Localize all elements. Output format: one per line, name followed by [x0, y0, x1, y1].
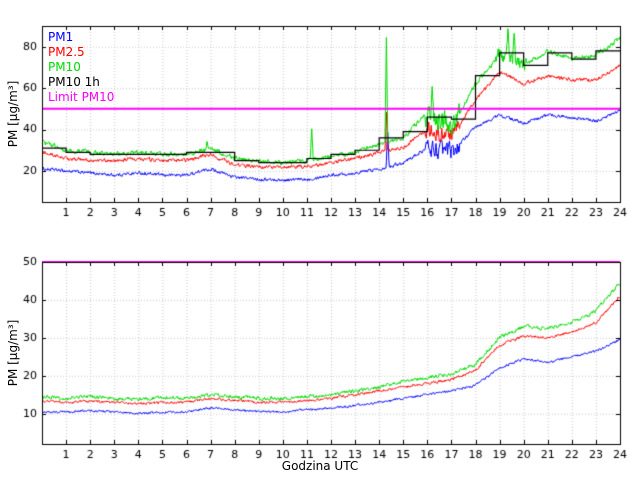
x-axis-label: Godzina UTC [281, 459, 359, 473]
legend-item-pm1: PM1 [48, 30, 74, 44]
legend-item-pm10-1h: PM10 1h [48, 75, 100, 89]
top-plot-canvas [0, 0, 640, 238]
legend-item-pm10: PM10 [48, 60, 81, 74]
bottom-y-axis-label: PM [µg/m³] [6, 319, 20, 387]
bottom-plot-canvas [0, 238, 640, 480]
legend-item-limit-pm10: Limit PM10 [48, 90, 115, 104]
top-y-axis-label: PM [µg/m³] [6, 80, 20, 148]
legend-item-pm2-5: PM2.5 [48, 45, 85, 59]
legend: PM1 PM2.5 PM10 PM10 1h Limit PM10 [48, 30, 114, 105]
